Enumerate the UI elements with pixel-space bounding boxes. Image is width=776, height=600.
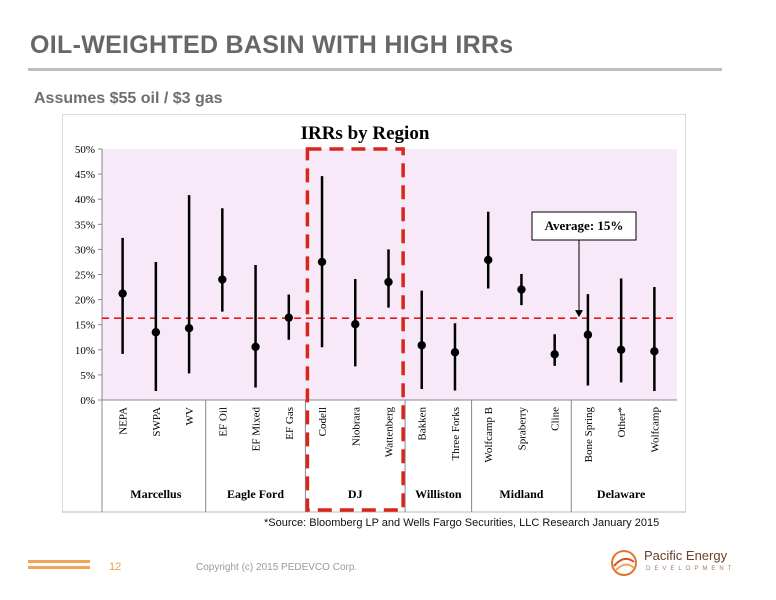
y-tick-label: 40%: [75, 194, 95, 206]
title-rule: [28, 68, 722, 71]
play-label: EF Oil: [217, 407, 229, 437]
play-label: Niobrara: [350, 407, 362, 446]
y-tick-label: 20%: [75, 295, 95, 307]
average-callout-label: Average: 15%: [545, 218, 624, 233]
play-label: Wattenberg: [384, 407, 396, 458]
irr-point: [151, 328, 161, 337]
region-label: Eagle Ford: [227, 487, 284, 501]
average-callout-box: [531, 211, 637, 241]
region-label: DJ: [348, 487, 363, 501]
play-label: Wolfcamp B: [483, 407, 495, 463]
region-label: Midland: [499, 487, 543, 501]
y-tick-label: 25%: [75, 270, 95, 282]
irr-point: [118, 289, 127, 298]
y-tick-label: 5%: [80, 370, 95, 382]
y-tick-label: 15%: [75, 320, 95, 332]
irr-point: [251, 342, 260, 351]
play-label: NEPA: [118, 407, 130, 435]
y-tick-label: 45%: [75, 169, 95, 181]
slide-title: OIL-WEIGHTED BASIN WITH HIGH IRRs: [30, 31, 514, 59]
play-label: Bakken: [417, 407, 429, 441]
irr-chart: IRRs by Region 0% 5% 10% 15% 20% 25% 30% 35% 40%…: [62, 114, 686, 513]
copyright-text: Copyright (c) 2015 PEDEVCO Corp.: [196, 562, 358, 573]
footer-accent-lines: [28, 560, 90, 572]
y-tick-label: 0%: [80, 395, 95, 407]
irr-point: [450, 348, 460, 357]
irr-point: [484, 255, 493, 265]
irr-point: [550, 350, 559, 359]
play-label: Wolfcamp: [649, 407, 661, 453]
irr-point: [583, 330, 593, 339]
region-label: Marcellus: [130, 487, 181, 501]
play-label: Cline: [550, 407, 562, 431]
play-label: Three Forks: [450, 407, 462, 460]
logo-tagline: DEVELOPMENT: [646, 566, 736, 572]
play-label: WV: [184, 407, 196, 425]
chart-title: IRRs by Region: [301, 123, 430, 144]
page-number: 12: [109, 561, 122, 573]
logo-name: Pacific Energy: [644, 548, 728, 563]
region-label: Delaware: [597, 487, 646, 501]
y-tick-label: 10%: [75, 345, 95, 357]
irr-point: [317, 257, 327, 267]
irr-point: [384, 277, 393, 287]
irr-point: [650, 347, 659, 356]
play-label: Other*: [616, 407, 628, 438]
y-tick-label: 35%: [75, 219, 95, 231]
play-label: Codell: [317, 407, 329, 436]
play-label: EF Gas: [284, 407, 296, 440]
y-tick-label: 30%: [75, 244, 95, 256]
irr-point: [417, 341, 426, 350]
irr-point: [351, 319, 360, 329]
slide-subtitle: Assumes $55 oil / $3 gas: [34, 90, 223, 107]
play-label: Spraberry: [516, 407, 528, 451]
average-callout-arrowhead: [575, 310, 583, 318]
source-note: *Source: Bloomberg LP and Wells Fargo Se…: [264, 517, 660, 529]
irr-point: [517, 285, 526, 294]
play-label: SWPA: [151, 407, 163, 437]
y-tick-label: 50%: [75, 144, 95, 156]
play-label: EF Mixed: [251, 407, 263, 452]
irr-point: [218, 275, 227, 284]
pacific-energy-logo-icon: [611, 550, 637, 576]
highlight-box: [305, 147, 405, 512]
region-label: Williston: [415, 487, 462, 501]
irr-point: [184, 324, 194, 333]
irr-point: [284, 313, 293, 322]
irr-point: [616, 345, 626, 354]
play-label: Bone Spring: [583, 407, 595, 463]
